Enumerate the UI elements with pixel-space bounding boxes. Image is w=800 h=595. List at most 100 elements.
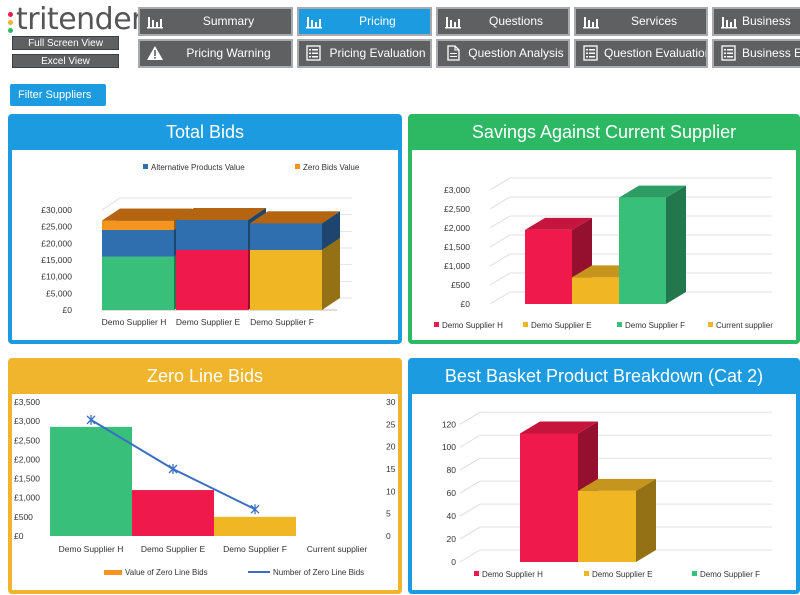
bar-top-cap <box>176 208 266 220</box>
gridline-depth <box>489 234 511 248</box>
x-tick-label: Current supplier <box>307 544 368 554</box>
filter-suppliers-button[interactable]: Filter Suppliers <box>10 84 106 106</box>
nav-pricing-evaluation[interactable]: Pricing Evaluation <box>297 39 432 68</box>
nav-question-evaluation[interactable]: Question Evaluation <box>574 39 708 68</box>
y-tick-label: £30,000 <box>41 205 72 215</box>
panel-title: Total Bids <box>165 122 245 142</box>
bar-demo-supplier-e-0 <box>176 250 248 310</box>
legend-label: Zero Bids Value <box>303 163 360 172</box>
y-tick-label: £3,000 <box>444 185 470 195</box>
bar-demo-supplier-h-2 <box>102 220 174 230</box>
bar-demo-supplier-e <box>572 277 619 304</box>
gridline-depth <box>459 434 481 448</box>
x-tick-label: Demo Supplier F <box>250 317 314 327</box>
nav-label: Summary <box>202 14 255 28</box>
tritender-logo: tritender <box>8 2 144 37</box>
gridline-depth <box>459 549 481 563</box>
nav-business[interactable]: Business <box>712 7 800 36</box>
y-tick-label-left: £1,000 <box>14 493 40 503</box>
x-tick-label: Demo Supplier F <box>223 544 287 554</box>
y-tick-label-left: £3,500 <box>14 397 40 407</box>
best-basket-panel: Best Basket Product Breakdown (Cat 2) 0 2… <box>408 358 800 594</box>
bar-demo-supplier-f-1 <box>250 223 322 250</box>
nav-label: Questions <box>488 14 544 28</box>
full-screen-view-button[interactable]: Full Screen View <box>12 36 119 50</box>
legend-label: Demo Supplier F <box>700 570 760 579</box>
legend-label: Alternative Products Value <box>151 163 245 172</box>
bar-demo-supplier-e <box>578 490 636 562</box>
y-tick-label-left: £3,000 <box>14 416 40 426</box>
legend-label: Current supplier <box>716 321 773 330</box>
warning-icon <box>146 45 164 61</box>
y-tick-label: £10,000 <box>41 272 72 282</box>
bar-demo-supplier-e-top <box>578 478 656 491</box>
legend-label: Demo Supplier H <box>442 321 503 330</box>
bar-demo-supplier-f-side <box>666 185 686 304</box>
panel-title: Savings Against Current Supplier <box>471 122 737 142</box>
nav-summary[interactable]: Summary <box>138 7 293 36</box>
x-tick-label: Demo Supplier E <box>176 317 241 327</box>
bar-chart-icon <box>305 13 323 29</box>
y-tick-label: 0 <box>451 557 456 567</box>
y-tick-label: £0 <box>63 305 73 315</box>
bar-chart-icon <box>720 13 738 29</box>
bar-chart-icon <box>146 13 164 29</box>
nav-label: Question Analysis <box>468 46 564 60</box>
legend-label: Demo Supplier E <box>531 321 591 330</box>
chart-svg: £0 £5,000 £10,000 £15,000 £20,000 £25,000 £30,… <box>41 163 360 327</box>
logo-text: tritender <box>16 2 144 37</box>
y-tick-label-right: 0 <box>386 531 391 541</box>
chart-svg: £0 £500 £1,000 £1,500 £2,000 £2,500 £3,000 £3,5… <box>14 397 396 577</box>
y-tick-label: 20 <box>447 534 457 544</box>
nav-label: Question Evaluation <box>604 46 708 60</box>
line-marker <box>86 414 96 425</box>
y-tick-label-left: £2,500 <box>14 435 40 445</box>
legend-swatch <box>708 322 713 327</box>
gridline-depth <box>459 503 481 517</box>
logo-dots <box>8 12 14 36</box>
nav-label: Pricing Warning <box>186 46 271 60</box>
y-tick-label-right: 5 <box>386 509 391 519</box>
gridline-depth <box>489 177 511 191</box>
nav-question-analysis[interactable]: Question Analysis <box>436 39 570 68</box>
y-tick-label: 100 <box>442 442 456 452</box>
nav-pricing[interactable]: Pricing <box>297 7 432 36</box>
gridline-depth <box>459 526 481 540</box>
bar-demo-supplier-f <box>214 516 296 536</box>
bar-demo-supplier-f-top <box>619 185 686 198</box>
nav-label: Business Eva <box>742 46 800 60</box>
nav-label: Pricing Evaluation <box>329 46 426 60</box>
y-tick-label-left: £1,500 <box>14 474 40 484</box>
gridline-depth <box>489 253 511 267</box>
y-tick-label: 40 <box>447 511 457 521</box>
nav-label: Business <box>742 14 791 28</box>
gridline-depth <box>101 197 121 211</box>
nav-pricing-warning[interactable]: Pricing Warning <box>138 39 293 68</box>
nav-services[interactable]: Services <box>574 7 708 36</box>
nav-business-eva[interactable]: Business Eva <box>712 39 800 68</box>
legend-swatch <box>143 164 148 169</box>
legend-swatch <box>434 322 439 327</box>
bar-demo-supplier-f-0 <box>250 250 322 310</box>
bar-chart-icon <box>444 13 462 29</box>
legend-swatch <box>692 571 697 576</box>
y-tick-label: 60 <box>447 488 457 498</box>
y-tick-label: £1,000 <box>444 261 470 271</box>
gridline-depth <box>489 215 511 229</box>
line-marker <box>250 504 260 515</box>
y-tick-label-right: 15 <box>386 464 396 474</box>
y-tick-label-left: £500 <box>14 512 33 522</box>
gridline-depth <box>489 291 511 305</box>
y-tick-label: £500 <box>451 280 470 290</box>
x-tick-label: Demo Supplier E <box>141 544 206 554</box>
chart-svg: 0 20 40 60 80 100 120 Demo Supplier H Demo Suppl… <box>442 411 772 579</box>
excel-view-button[interactable]: Excel View <box>12 54 119 68</box>
bar-top-cap <box>250 211 340 224</box>
y-tick-label: 80 <box>447 465 457 475</box>
total-bids-panel: Total Bids £0 £5,000 £10,000 £15,000 £20,000… <box>8 114 402 344</box>
nav-questions[interactable]: Questions <box>436 7 570 36</box>
y-tick-label: £2,500 <box>444 204 470 214</box>
gridline-depth <box>489 196 511 210</box>
y-tick-label: £5,000 <box>46 288 72 298</box>
legend-label: Value of Zero Line Bids <box>125 568 208 577</box>
